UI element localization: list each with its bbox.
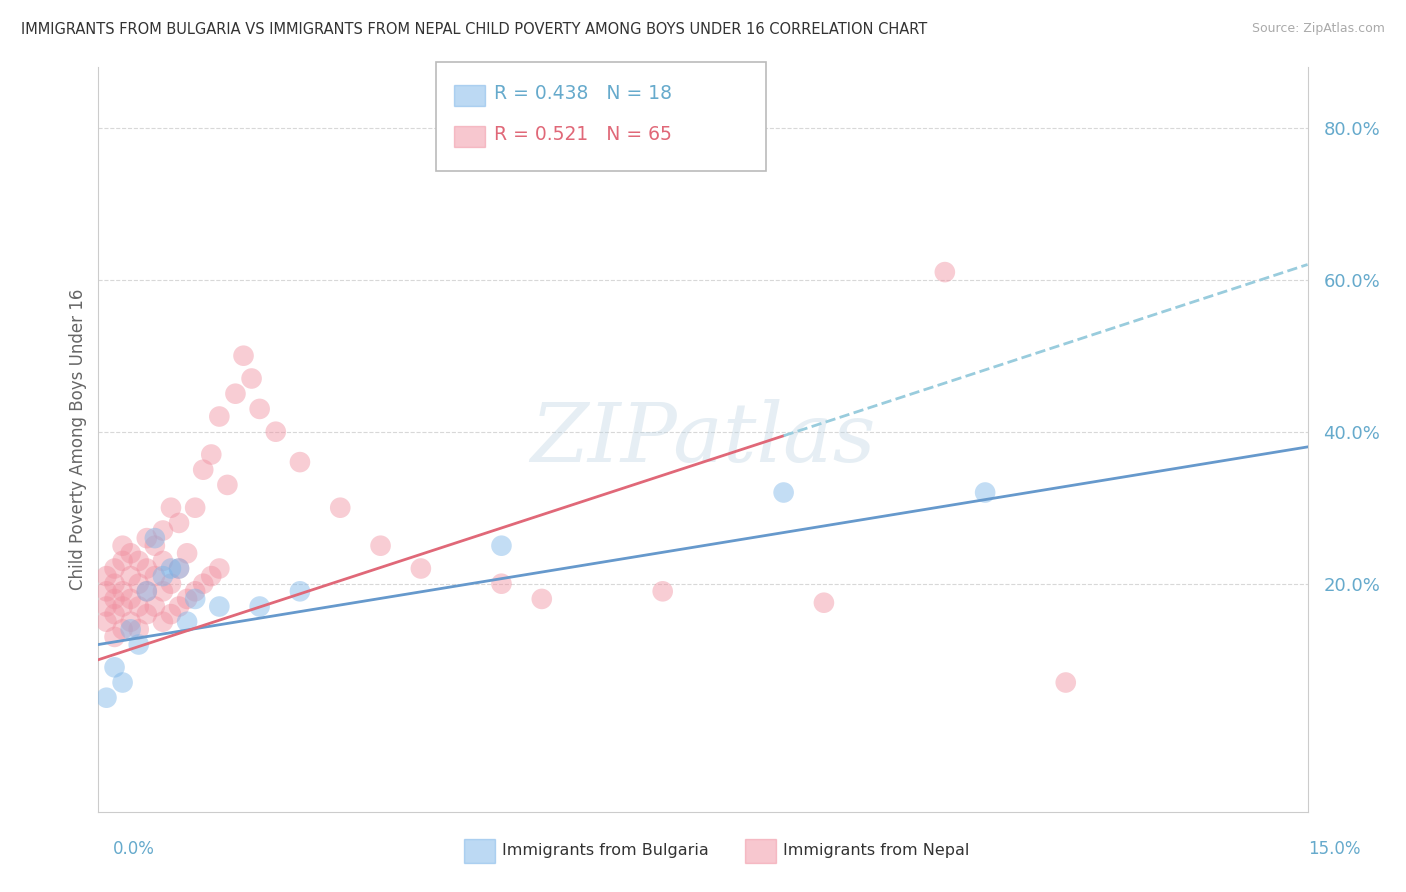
Point (651, 584, 673, 599)
Point (530, 591, 553, 606)
Point (772, 485, 794, 500)
Point (96, 615, 118, 629)
Point (184, 584, 207, 599)
Point (249, 401, 271, 416)
Point (167, 516, 190, 530)
Point (1054, 675, 1077, 690)
Text: R = 0.521   N = 65: R = 0.521 N = 65 (494, 125, 672, 145)
Point (128, 638, 150, 652)
Text: IMMIGRANTS FROM BULGARIA VS IMMIGRANTS FROM NEPAL CHILD POVERTY AMONG BOYS UNDER: IMMIGRANTS FROM BULGARIA VS IMMIGRANTS F… (21, 22, 928, 37)
Point (370, 539, 392, 553)
Point (409, 561, 432, 575)
Point (103, 591, 125, 606)
Point (152, 569, 174, 583)
Text: Immigrants from Nepal: Immigrants from Nepal (783, 844, 970, 858)
Point (249, 599, 271, 614)
Point (111, 599, 134, 614)
Point (240, 371, 263, 385)
Point (167, 561, 190, 575)
Point (200, 448, 222, 462)
Point (152, 615, 174, 629)
Point (143, 539, 166, 553)
Point (160, 500, 183, 515)
Point (288, 455, 311, 469)
Point (329, 500, 352, 515)
Point (143, 599, 166, 614)
Point (96, 599, 118, 614)
Point (232, 349, 254, 363)
Point (120, 615, 142, 629)
Point (111, 554, 134, 568)
Point (128, 599, 150, 614)
Point (96, 569, 118, 583)
Point (934, 265, 956, 279)
Point (152, 584, 174, 599)
Text: 15.0%: 15.0% (1309, 840, 1361, 858)
Point (152, 524, 174, 538)
Point (143, 569, 166, 583)
Point (135, 584, 157, 599)
Point (152, 554, 174, 568)
Point (111, 539, 134, 553)
Point (491, 539, 513, 553)
Point (120, 623, 142, 637)
Point (135, 531, 157, 545)
Point (111, 623, 134, 637)
Point (200, 569, 222, 583)
Point (184, 500, 207, 515)
Text: R = 0.438   N = 18: R = 0.438 N = 18 (494, 84, 672, 103)
Point (491, 576, 513, 591)
Point (135, 561, 157, 575)
Point (120, 546, 142, 560)
Point (103, 607, 125, 621)
Point (176, 591, 198, 606)
Point (176, 546, 198, 560)
Point (217, 478, 239, 492)
Point (264, 425, 287, 439)
Point (111, 675, 134, 690)
Point (974, 485, 997, 500)
Point (128, 623, 150, 637)
Point (143, 531, 166, 545)
Point (813, 596, 835, 610)
Point (103, 630, 125, 644)
Point (135, 584, 157, 599)
Point (160, 576, 183, 591)
Point (120, 569, 142, 583)
Point (103, 561, 125, 575)
Point (208, 561, 231, 575)
Point (167, 561, 190, 575)
Point (167, 599, 190, 614)
Point (193, 576, 215, 591)
Point (128, 576, 150, 591)
Point (160, 561, 183, 575)
Text: Source: ZipAtlas.com: Source: ZipAtlas.com (1251, 22, 1385, 36)
Point (160, 607, 183, 621)
Point (208, 409, 231, 424)
Point (96, 584, 118, 599)
Point (288, 584, 311, 599)
Point (208, 599, 231, 614)
Point (176, 615, 198, 629)
Point (120, 591, 142, 606)
Point (224, 386, 246, 401)
Text: ZIPatlas: ZIPatlas (530, 400, 876, 479)
Point (184, 591, 207, 606)
Text: Immigrants from Bulgaria: Immigrants from Bulgaria (502, 844, 709, 858)
Y-axis label: Child Poverty Among Boys Under 16: Child Poverty Among Boys Under 16 (69, 289, 87, 590)
Point (128, 554, 150, 568)
Text: 0.0%: 0.0% (112, 840, 155, 858)
Point (96, 690, 118, 705)
Point (135, 607, 157, 621)
Point (111, 584, 134, 599)
Point (193, 463, 215, 477)
Point (103, 660, 125, 674)
Point (103, 576, 125, 591)
